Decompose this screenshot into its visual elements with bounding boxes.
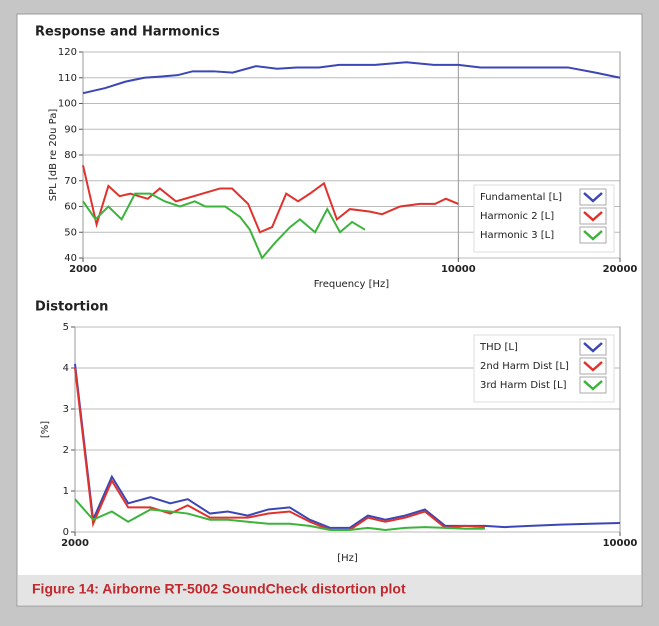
legend-swatch-box (579, 188, 607, 206)
series-line (82, 165, 459, 234)
series-line (82, 61, 621, 95)
legend-swatch (583, 380, 603, 391)
legend-label: Fundamental [L] (480, 192, 562, 203)
legend-swatch (583, 342, 603, 353)
caption: Figure 14: Airborne RT-5002 SoundCheck d… (32, 581, 406, 597)
caption-strip (18, 575, 641, 605)
y-tick-label: 40 (64, 253, 77, 264)
y-axis-label: [%] (40, 421, 51, 438)
chart-title: Response and Harmonics (35, 25, 220, 40)
x-axis-label: Frequency [Hz] (314, 279, 390, 290)
x-tick-label: 2000 (69, 264, 97, 275)
y-tick-label: 2 (63, 445, 69, 456)
legend-swatch (583, 192, 603, 203)
x-tick-label: 10000 (441, 264, 476, 275)
y-tick-label: 70 (64, 176, 77, 187)
y-tick-label: 100 (58, 99, 77, 110)
legend-label: 2nd Harm Dist [L] (480, 361, 569, 372)
series-line (74, 367, 485, 531)
legend-swatch-box (579, 338, 607, 356)
x-tick-label: 2000 (61, 538, 89, 549)
y-axis-label: SPL [dB re 20u Pa] (48, 109, 59, 202)
legend-swatch-box (579, 357, 607, 375)
legend-swatch-box (579, 207, 607, 225)
legend-swatch (583, 361, 603, 372)
legend-label: Harmonic 2 [L] (480, 211, 554, 222)
series-line (74, 363, 621, 529)
y-tick-label: 120 (58, 47, 77, 58)
legend-label: 3rd Harm Dist [L] (480, 380, 567, 391)
legend-swatch (583, 211, 603, 222)
y-tick-label: 80 (64, 150, 77, 161)
legend-label: THD [L] (479, 342, 518, 353)
chart-title: Distortion (35, 300, 108, 315)
legend-label: Harmonic 3 [L] (480, 230, 554, 241)
x-tick-label: 20000 (603, 264, 638, 275)
series-line (82, 192, 366, 260)
y-tick-label: 3 (63, 404, 69, 415)
y-tick-label: 110 (58, 73, 77, 84)
legend-swatch (583, 230, 603, 241)
series-line (74, 498, 485, 531)
y-tick-label: 0 (63, 527, 69, 538)
y-tick-label: 4 (63, 363, 69, 374)
y-tick-label: 1 (63, 486, 69, 497)
y-tick-label: 60 (64, 202, 77, 213)
y-tick-label: 5 (63, 322, 69, 333)
legend-swatch-box (579, 226, 607, 244)
x-axis-label: [Hz] (337, 553, 358, 564)
y-tick-label: 50 (64, 227, 77, 238)
legend-swatch-box (579, 376, 607, 394)
x-tick-label: 10000 (603, 538, 638, 549)
y-tick-label: 90 (64, 124, 77, 135)
